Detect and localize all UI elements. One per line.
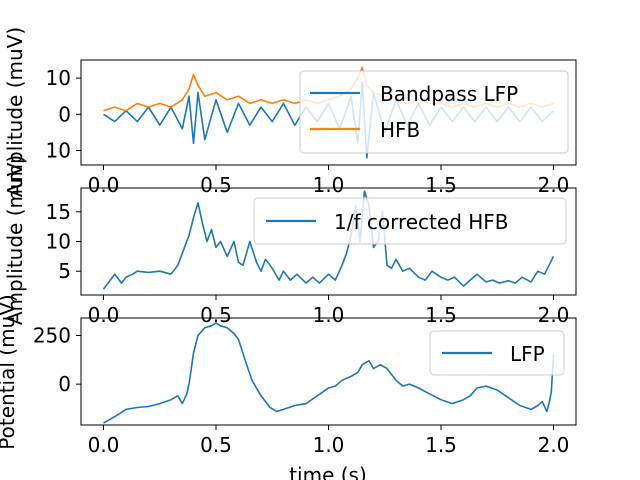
series-group-2 [102, 190, 555, 290]
legend-label-corrected-hfb: 1/f corrected HFB [334, 210, 509, 234]
x-tick-label: 2.0 [538, 173, 570, 197]
x-tick-label: 1.0 [313, 173, 345, 197]
y-ticks-3: 250 0 [33, 324, 81, 396]
y-tick-label: 10 [46, 66, 71, 90]
x-tick-label: 1.5 [425, 173, 457, 197]
x-axis-label-3: time (s) [289, 463, 367, 480]
legend-3: LFP [429, 330, 565, 376]
y-tick-label: 0 [58, 372, 71, 396]
x-ticks-1: 0.0 0.5 1.0 1.5 2.0 [88, 165, 570, 197]
y-tick-label: 15 [46, 200, 71, 224]
x-tick-label: 0.0 [88, 173, 120, 197]
y-axis-label-3: Potential (muV) [0, 294, 19, 449]
x-tick-label: 1.0 [313, 433, 345, 457]
legend-2: 1/f corrected HFB [253, 197, 567, 245]
x-ticks-2: 0.0 0.5 1.0 1.5 2.0 [88, 295, 570, 327]
x-tick-label: 1.5 [425, 433, 457, 457]
panel-corrected-hfb: 0.0 0.5 1.0 1.5 2.0 5 10 15 Amplitude (muV) 1/… [3, 155, 577, 327]
legend-box-3 [429, 330, 565, 376]
x-tick-label: 2.0 [538, 433, 570, 457]
legend-label-hfb: HFB [380, 118, 420, 142]
y-tick-label: 10 [46, 230, 71, 254]
legend-1: Bandpass LFP HFB [299, 70, 569, 154]
legend-label-bandpass-lfp: Bandpass LFP [380, 82, 518, 106]
series-line-2-1 [102, 190, 555, 290]
y-axis-label-2: Amplitude (muV) [3, 155, 27, 325]
y-tick-label: 250 [33, 324, 71, 348]
legend-label-lfp: LFP [510, 342, 545, 366]
x-tick-label: 1.5 [425, 303, 457, 327]
panel-lfp: 0.0 0.5 1.0 1.5 2.0 250 0 Potential (muV) tim… [0, 294, 577, 480]
y-ticks-2: 5 10 15 [46, 200, 81, 283]
x-ticks-3: 0.0 0.5 1.0 1.5 2.0 [88, 425, 570, 457]
y-ticks-1: 10 0 10 [46, 66, 81, 163]
series-group-3 [103, 322, 555, 424]
y-tick-label: 0 [58, 102, 71, 126]
panel-bandpass-hfb: 0.0 0.5 1.0 1.5 2.0 10 0 10 Amplitude (muV) Ba… [3, 27, 577, 197]
x-tick-label: 1.0 [313, 303, 345, 327]
legend-box-1 [299, 70, 569, 154]
y-axis-label-1: Amplitude (muV) [3, 27, 27, 197]
series-line-3-1 [103, 322, 555, 424]
x-tick-label: 0.0 [88, 433, 120, 457]
legend-box-2 [253, 197, 567, 245]
x-tick-label: 0.0 [88, 303, 120, 327]
y-tick-label: 5 [58, 259, 71, 283]
y-tick-label: 10 [46, 139, 71, 163]
x-tick-label: 2.0 [538, 303, 570, 327]
x-tick-label: 0.5 [200, 173, 232, 197]
x-tick-label: 0.5 [200, 433, 232, 457]
